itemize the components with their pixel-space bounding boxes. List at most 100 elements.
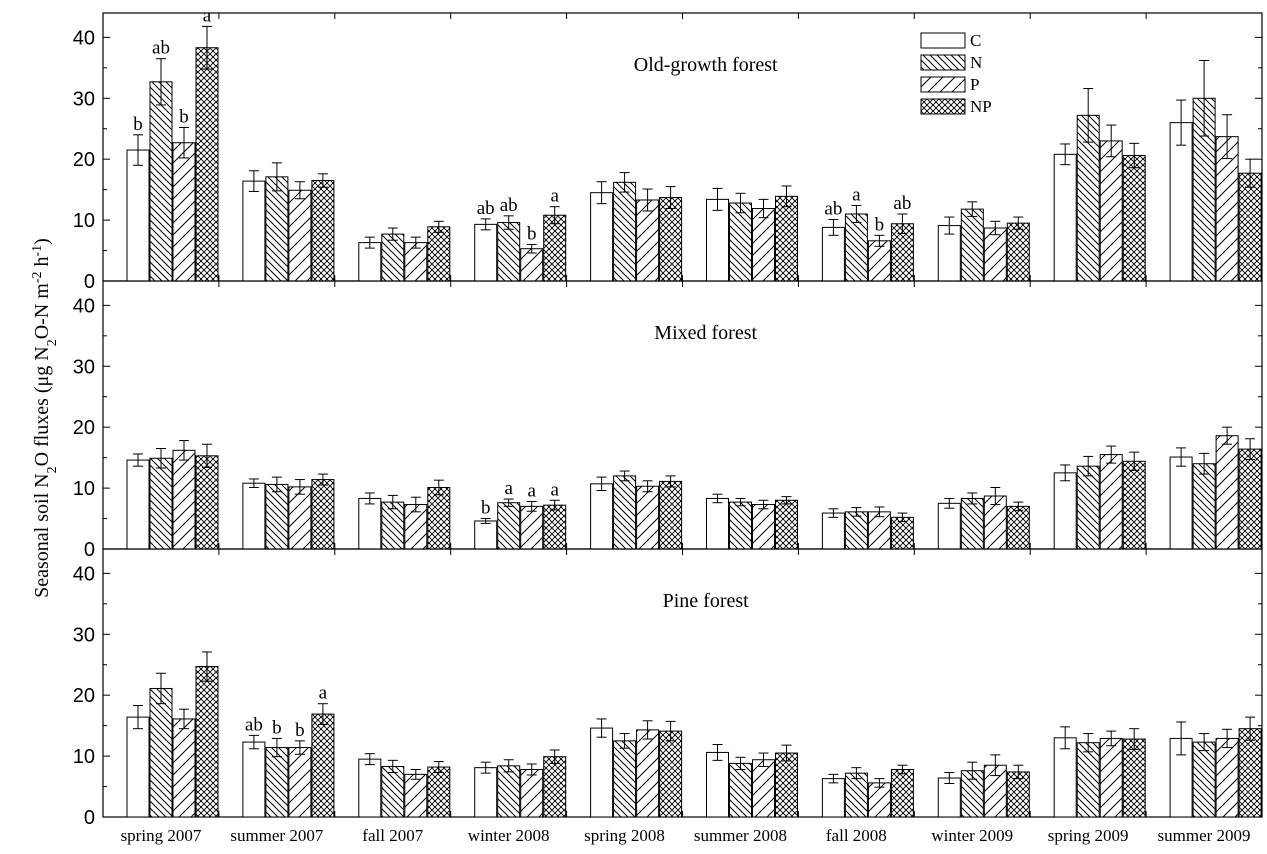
error-bar	[851, 767, 862, 780]
significance-label: ab	[245, 714, 263, 735]
error-bar	[712, 493, 723, 504]
error-bar	[364, 753, 375, 766]
error-bar	[735, 497, 746, 507]
bar-p	[983, 227, 1007, 282]
error-bar	[990, 486, 1001, 506]
error-bar	[1083, 733, 1094, 753]
error-bar	[596, 718, 607, 738]
bar-c	[590, 727, 614, 818]
error-bar	[874, 778, 885, 788]
bar-np	[427, 766, 451, 818]
bar-p	[867, 782, 891, 818]
error-bar	[433, 479, 444, 496]
error-bar	[828, 773, 839, 784]
error-bar	[133, 705, 143, 730]
y-tick-label: 10	[73, 210, 95, 232]
error-bar	[642, 188, 653, 212]
error-bar	[1199, 452, 1210, 475]
significance-label: a	[527, 480, 536, 501]
bar-np	[890, 768, 914, 818]
error-bar	[156, 448, 166, 469]
bar-c	[474, 767, 498, 818]
error-bar	[712, 187, 723, 211]
bar-c	[590, 483, 614, 550]
error-bar	[1129, 451, 1140, 471]
bar-p	[867, 240, 891, 282]
error-bar	[944, 772, 955, 784]
bar-n	[844, 511, 868, 550]
y-tick-label: 20	[73, 685, 95, 707]
x-tick-label: fall 2007	[362, 826, 423, 845]
bar-np	[775, 195, 798, 282]
error-bar	[619, 470, 630, 482]
bar-n	[1192, 741, 1216, 818]
bar-p	[404, 773, 428, 818]
bar-p	[520, 505, 544, 550]
y-tick-label: 0	[84, 271, 95, 293]
error-bar	[526, 500, 537, 512]
error-bar	[735, 756, 746, 770]
error-bar	[1222, 114, 1233, 160]
bar-c	[474, 520, 498, 550]
bar-n	[497, 502, 521, 550]
error-bar	[1245, 716, 1256, 741]
y-tick-label: 0	[84, 807, 95, 829]
error-bar	[1083, 455, 1094, 477]
x-tick-label: fall 2008	[826, 826, 887, 845]
error-bar	[410, 236, 421, 249]
bar-np	[543, 756, 567, 818]
error-bar	[294, 181, 305, 200]
x-tick-label: winter 2009	[931, 826, 1013, 845]
significance-label: a	[550, 479, 559, 500]
bar-p	[520, 768, 544, 818]
error-bar	[410, 768, 421, 780]
significance-label: b	[527, 223, 537, 244]
error-bar	[944, 216, 955, 235]
bar-n	[149, 687, 173, 818]
bar-n	[960, 208, 984, 282]
significance-label: b	[179, 107, 189, 128]
significance-label: b	[272, 717, 282, 738]
bar-c	[1053, 737, 1077, 818]
error-bar	[317, 703, 328, 725]
bar-p	[867, 511, 891, 550]
error-bar	[156, 58, 166, 106]
bar-n	[265, 747, 289, 818]
error-bar	[1083, 88, 1094, 143]
bar-np	[195, 455, 219, 550]
legend-label: NP	[970, 97, 992, 116]
bar-p	[520, 248, 544, 282]
error-bar	[503, 498, 514, 507]
bar-np	[311, 479, 335, 550]
bar-np	[195, 666, 219, 818]
bar-c	[242, 741, 266, 818]
bar-n	[729, 501, 752, 550]
error-bar	[781, 744, 792, 762]
error-bar	[1013, 216, 1024, 230]
x-tick-label: spring 2007	[121, 826, 202, 845]
error-bar	[642, 720, 653, 740]
bar-p	[636, 199, 660, 282]
bar-p	[288, 189, 312, 282]
error-bar	[248, 170, 259, 192]
bar-c	[126, 459, 150, 550]
error-bar	[480, 761, 491, 774]
bar-n	[381, 233, 405, 282]
bar-p	[1099, 140, 1123, 282]
bar-p	[636, 729, 660, 818]
significance-label: a	[550, 186, 559, 207]
significance-label: ab	[500, 195, 518, 216]
error-bar	[294, 740, 305, 755]
bar-c	[126, 149, 150, 282]
bar-n	[149, 457, 173, 550]
error-bar	[665, 475, 676, 488]
y-tick-label: 40	[73, 295, 95, 317]
error-bar	[712, 744, 723, 761]
bar-np	[775, 499, 798, 550]
significance-label: ab	[893, 193, 911, 214]
bar-c	[821, 512, 845, 550]
error-bar	[1060, 464, 1071, 482]
